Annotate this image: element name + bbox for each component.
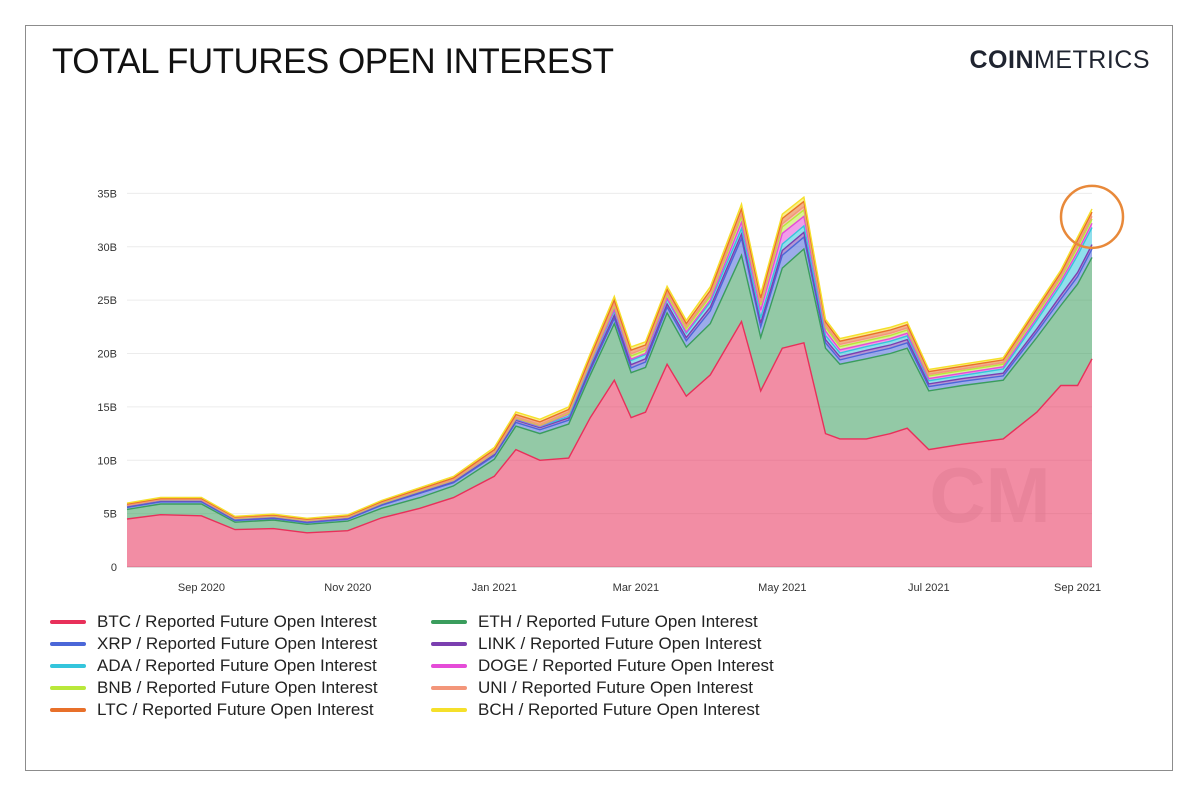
line-ltc	[126, 200, 1093, 520]
y-tick-label: 35B	[97, 188, 117, 200]
legend-label: ADA / Reported Future Open Interest	[97, 656, 377, 675]
legend-item: ADA / Reported Future Open Interest	[50, 655, 377, 677]
y-tick-label: 30B	[97, 242, 117, 254]
legend-label: LINK / Reported Future Open Interest	[478, 634, 762, 653]
y-tick-label: 20B	[97, 349, 117, 361]
line-uni	[126, 205, 1093, 521]
x-tick-label: Sep 2021	[1054, 582, 1101, 594]
line-bch	[126, 195, 1093, 520]
legend-item: BNB / Reported Future Open Interest	[50, 677, 378, 699]
area-btc	[127, 321, 1092, 567]
line-eth	[126, 247, 1093, 526]
brand-part2: METRICS	[1034, 46, 1150, 74]
legend-swatch	[50, 708, 86, 712]
y-tick-label: 0	[111, 562, 117, 574]
y-tick-label: 15B	[97, 402, 117, 414]
y-tick-label: 5B	[104, 509, 117, 521]
legend-label: XRP / Reported Future Open Interest	[97, 634, 378, 653]
x-tick-label: Sep 2020	[178, 582, 225, 594]
x-tick-label: May 2021	[758, 582, 806, 594]
x-axis-ticks: Sep 2020 Nov 2020 Jan 2021 Mar 2021 May 2021…	[178, 582, 1101, 594]
legend-label: DOGE / Reported Future Open Interest	[478, 656, 774, 675]
legend-swatch	[431, 708, 467, 712]
legend: BTC / Reported Future Open Interest XRP /…	[23, 611, 783, 737]
legend-swatch	[50, 664, 86, 668]
y-tick-label: 25B	[97, 295, 117, 307]
legend-label: LTC / Reported Future Open Interest	[97, 700, 374, 719]
legend-item: UNI / Reported Future Open Interest	[431, 677, 753, 699]
series-areas	[127, 197, 1092, 567]
chart-title: TOTAL FUTURES OPEN INTEREST	[52, 42, 614, 81]
legend-item: LINK / Reported Future Open Interest	[431, 633, 761, 655]
x-tick-label: Jan 2021	[472, 582, 517, 594]
x-tick-label: Mar 2021	[613, 582, 659, 594]
legend-swatch	[50, 642, 86, 646]
legend-label: BNB / Reported Future Open Interest	[97, 678, 378, 697]
legend-item: ETH / Reported Future Open Interest	[431, 611, 758, 633]
y-tick-label: 10B	[97, 455, 117, 467]
legend-swatch	[431, 686, 467, 690]
area-eth	[127, 248, 1092, 533]
legend-label: BCH / Reported Future Open Interest	[478, 700, 760, 719]
x-tick-label: Jul 2021	[908, 582, 950, 594]
brand-part1: COIN	[969, 46, 1034, 74]
legend-swatch	[50, 686, 86, 690]
brand-logo: COINMETRICS	[970, 46, 1151, 75]
y-axis-ticks: 0 5B 10B 15B 20B 25B 30B 35B	[97, 188, 117, 574]
legend-item: BCH / Reported Future Open Interest	[431, 699, 760, 721]
series-lines	[126, 195, 1093, 534]
legend-swatch	[50, 620, 86, 624]
line-xrp	[126, 235, 1093, 524]
legend-swatch	[431, 664, 467, 668]
legend-item: BTC / Reported Future Open Interest	[50, 611, 377, 633]
legend-swatch	[431, 642, 467, 646]
x-tick-label: Nov 2020	[324, 582, 371, 594]
legend-item: XRP / Reported Future Open Interest	[50, 633, 377, 655]
legend-item: DOGE / Reported Future Open Interest	[431, 655, 774, 677]
highlight-circle	[1059, 184, 1125, 250]
legend-label: ETH / Reported Future Open Interest	[478, 612, 758, 631]
legend-label: UNI / Reported Future Open Interest	[478, 678, 753, 697]
line-btc	[126, 319, 1093, 534]
legend-swatch	[431, 620, 467, 624]
legend-label: BTC / Reported Future Open Interest	[97, 612, 377, 631]
legend-item: LTC / Reported Future Open Interest	[50, 699, 374, 721]
